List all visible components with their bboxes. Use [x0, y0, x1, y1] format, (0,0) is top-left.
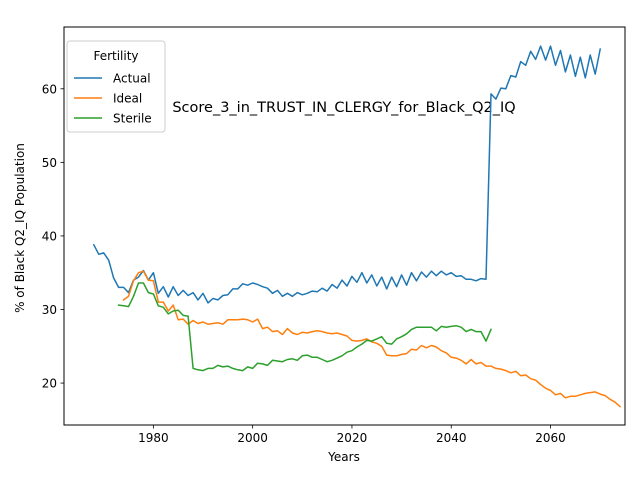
legend-label-actual: Actual	[113, 72, 151, 86]
x-tick-label: 2020	[337, 431, 368, 445]
legend-label-sterile: Sterile	[113, 112, 152, 126]
x-tick-label: 2060	[535, 431, 566, 445]
series-line-sterile	[117, 282, 492, 372]
y-tick-label: 40	[42, 229, 57, 243]
y-axis: 20 30 40 50 60	[42, 82, 64, 391]
series-line-ideal	[122, 270, 622, 408]
y-tick-label: 30	[42, 303, 57, 317]
chart-title: Score_3_in_TRUST_IN_CLERGY_for_Black_Q2_…	[172, 100, 515, 116]
x-axis: 1980 2000 2020 2040 2060	[138, 425, 566, 445]
x-tick-label: 1980	[138, 431, 169, 445]
y-tick-label: 60	[42, 82, 57, 96]
series-line-actual	[92, 45, 602, 304]
y-axis-label: % of Black Q2_IQ Population	[13, 143, 27, 313]
y-tick-label: 50	[42, 156, 57, 170]
x-tick-label: 2000	[237, 431, 268, 445]
x-tick-label: 2040	[436, 431, 467, 445]
legend-title: Fertility	[93, 49, 138, 63]
plot-area	[92, 45, 622, 408]
legend-entries: Actual Ideal Sterile	[74, 72, 152, 126]
x-axis-label: Years	[327, 450, 360, 464]
y-tick-label: 20	[42, 377, 57, 391]
legend-box	[66, 40, 166, 133]
plot-frame	[63, 26, 626, 426]
legend: Fertility Actual Ideal Sterile	[66, 40, 166, 133]
legend-label-ideal: Ideal	[113, 92, 142, 106]
